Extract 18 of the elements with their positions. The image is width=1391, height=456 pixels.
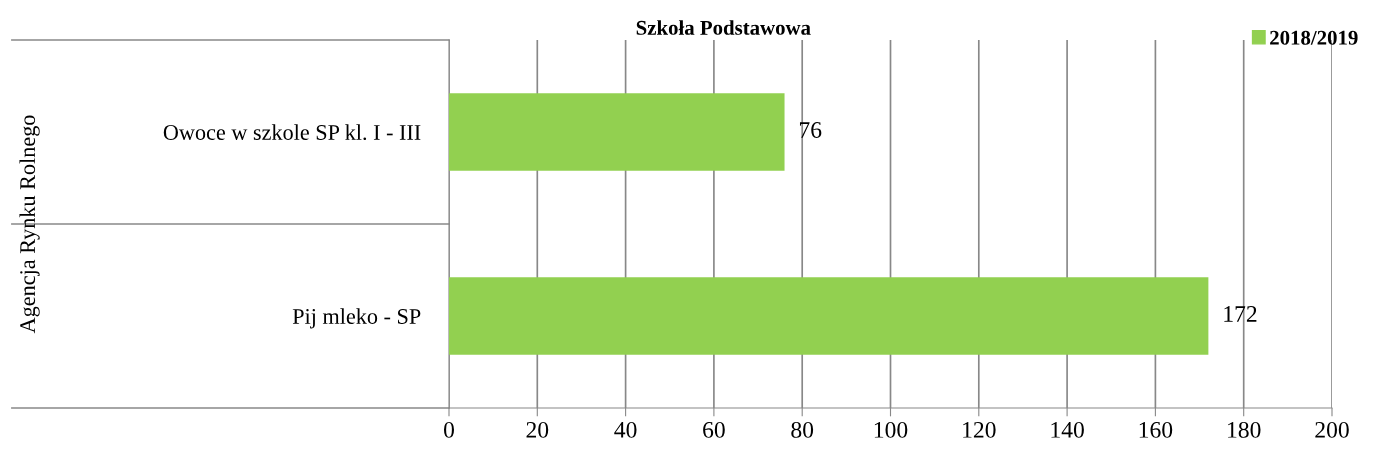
- chart-title: Szkoła Podstawowa: [636, 20, 811, 35]
- x-tick-label: 140: [1051, 421, 1084, 438]
- x-tick-label: 200: [1315, 421, 1349, 438]
- data-label: 76: [799, 122, 822, 138]
- x-tick-label: 0: [444, 421, 454, 438]
- legend-label: 2018/2019: [1270, 30, 1358, 45]
- x-tick-label: 40: [614, 421, 637, 438]
- data-label: 172: [1224, 306, 1257, 322]
- x-tick-label: 120: [963, 421, 996, 438]
- x-tick-label: 100: [874, 421, 908, 438]
- y-tick-label: Owoce w szkole SP kl. I - III: [163, 124, 421, 141]
- y-tick-label: Pij mleko - SP: [292, 308, 421, 329]
- x-tick-label: 60: [703, 421, 725, 438]
- x-tick-label: 160: [1139, 421, 1173, 438]
- x-tick-label: 20: [526, 421, 549, 438]
- x-tick-label: 80: [791, 421, 814, 438]
- text: Agencja Rynku Rolnego: [19, 115, 40, 334]
- x-tick-label: 180: [1228, 421, 1261, 438]
